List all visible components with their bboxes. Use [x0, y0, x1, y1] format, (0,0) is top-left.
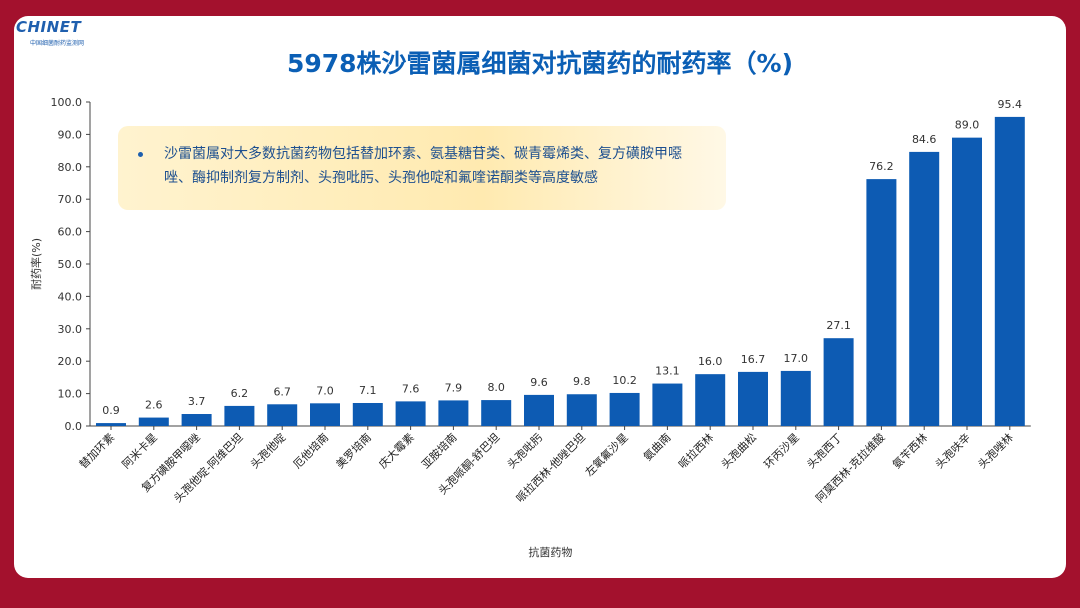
x-tick-label: 头孢唑林: [975, 430, 1016, 471]
y-tick-label: 40.0: [58, 290, 83, 303]
y-tick-label: 50.0: [58, 258, 83, 271]
bar-value-label: 7.0: [316, 384, 334, 397]
bar-value-label: 84.6: [912, 133, 937, 146]
bar: [823, 338, 854, 426]
chinet-logo: CHINET 中国细菌耐药监测网: [14, 16, 124, 56]
bar-value-label: 9.8: [573, 375, 591, 388]
x-tick-label: 亚胺培南: [419, 430, 460, 471]
x-tick-label: 头孢曲松: [718, 430, 759, 471]
logo-subtitle: 中国细菌耐药监测网: [30, 40, 85, 47]
bar-value-label: 8.0: [487, 381, 505, 394]
bar-value-label: 2.6: [145, 399, 163, 412]
x-tick-label: 头孢西丁: [804, 431, 844, 471]
bar-value-label: 76.2: [869, 160, 894, 173]
bar: [609, 392, 640, 426]
x-tick-label: 头孢他啶: [247, 430, 288, 471]
bar: [909, 151, 940, 426]
note-box: 沙雷菌属对大多数抗菌药物包括替加环素、氨基糖苷类、碳青霉烯类、复方磺胺甲噁唑、酶…: [118, 126, 726, 210]
y-axis-label: 耐药率(%): [29, 238, 43, 290]
bar: [310, 403, 340, 426]
bar: [695, 374, 726, 426]
bar: [566, 394, 597, 426]
bar: [952, 137, 982, 426]
x-tick-label: 阿米卡星: [120, 431, 160, 471]
bar: [438, 400, 469, 426]
bar-value-label: 10.2: [612, 374, 637, 387]
y-tick-label: 20.0: [58, 355, 83, 368]
bar-value-label: 17.0: [784, 352, 809, 365]
note-text: 沙雷菌属对大多数抗菌药物包括替加环素、氨基糖苷类、碳青霉烯类、复方磺胺甲噁唑、酶…: [164, 146, 682, 186]
y-tick-label: 60.0: [58, 226, 83, 239]
x-tick-label: 氨苄西林: [889, 430, 930, 471]
logo-text: CHINET: [16, 18, 82, 36]
bar-value-label: 0.9: [102, 404, 120, 417]
x-tick-label: 头孢吡肟: [505, 431, 545, 471]
bar-value-label: 7.9: [445, 381, 463, 394]
x-tick-label: 美罗培南: [333, 430, 374, 471]
bar: [866, 179, 897, 426]
bar-value-label: 9.6: [530, 376, 548, 389]
bar: [395, 401, 426, 426]
bar: [994, 116, 1025, 427]
bar: [224, 405, 255, 426]
bar-chart: 0.0 10.0 20.0 30.0 40.0 50.0 60.0 70.0 80.0 90.0 1…: [29, 96, 1031, 559]
x-tick-label: 庆大霉素: [376, 430, 417, 471]
bar-value-label: 89.0: [955, 119, 980, 132]
bar-value-label: 16.7: [741, 353, 766, 366]
bar-value-label: 3.7: [188, 395, 206, 408]
bar-value-label: 6.7: [273, 385, 291, 398]
x-tick-label: 厄他培南: [290, 430, 331, 471]
slide: CHINET 中国细菌耐药监测网 5978株沙雷菌属细菌对抗菌药的耐药率（%) …: [14, 16, 1066, 578]
x-tick-label: 左氧氟沙星: [582, 430, 631, 479]
bar-value-label: 7.6: [402, 382, 420, 395]
chart-title: 5978株沙雷菌属细菌对抗菌药的耐药率（%): [286, 49, 794, 78]
x-tick-label: 氨曲南: [641, 431, 674, 464]
bar: [352, 402, 383, 426]
bar: [481, 400, 512, 426]
bar: [738, 371, 768, 426]
bar: [181, 414, 212, 426]
bullet-icon: [138, 152, 143, 157]
y-tick-label: 10.0: [58, 388, 83, 401]
y-tick-label: 80.0: [58, 161, 83, 174]
x-tick-label: 头孢呋辛: [932, 430, 973, 471]
x-tick-label: 哌拉西林: [675, 430, 716, 471]
y-tick-label: 30.0: [58, 323, 83, 336]
bar-value-label: 6.2: [231, 387, 249, 400]
y-tick-label: 0.0: [65, 420, 83, 433]
bar-value-label: 27.1: [826, 319, 851, 332]
y-tick-label: 70.0: [58, 193, 83, 206]
x-tick-label: 环丙沙星: [762, 431, 802, 471]
bar-value-label: 16.0: [698, 355, 723, 368]
bar: [524, 394, 554, 426]
x-tick-label: 替加环素: [76, 430, 117, 471]
bar-value-label: 95.4: [998, 98, 1023, 111]
bar: [267, 404, 298, 426]
y-tick-label: 100.0: [51, 96, 83, 109]
bar: [780, 370, 811, 426]
x-axis-label: 抗菌药物: [528, 545, 572, 559]
bar: [96, 423, 126, 426]
y-tick-label: 90.0: [58, 128, 83, 141]
bar-value-label: 13.1: [655, 365, 680, 378]
bar-value-label: 7.1: [359, 384, 377, 397]
bar: [652, 383, 683, 426]
bar: [138, 417, 169, 426]
